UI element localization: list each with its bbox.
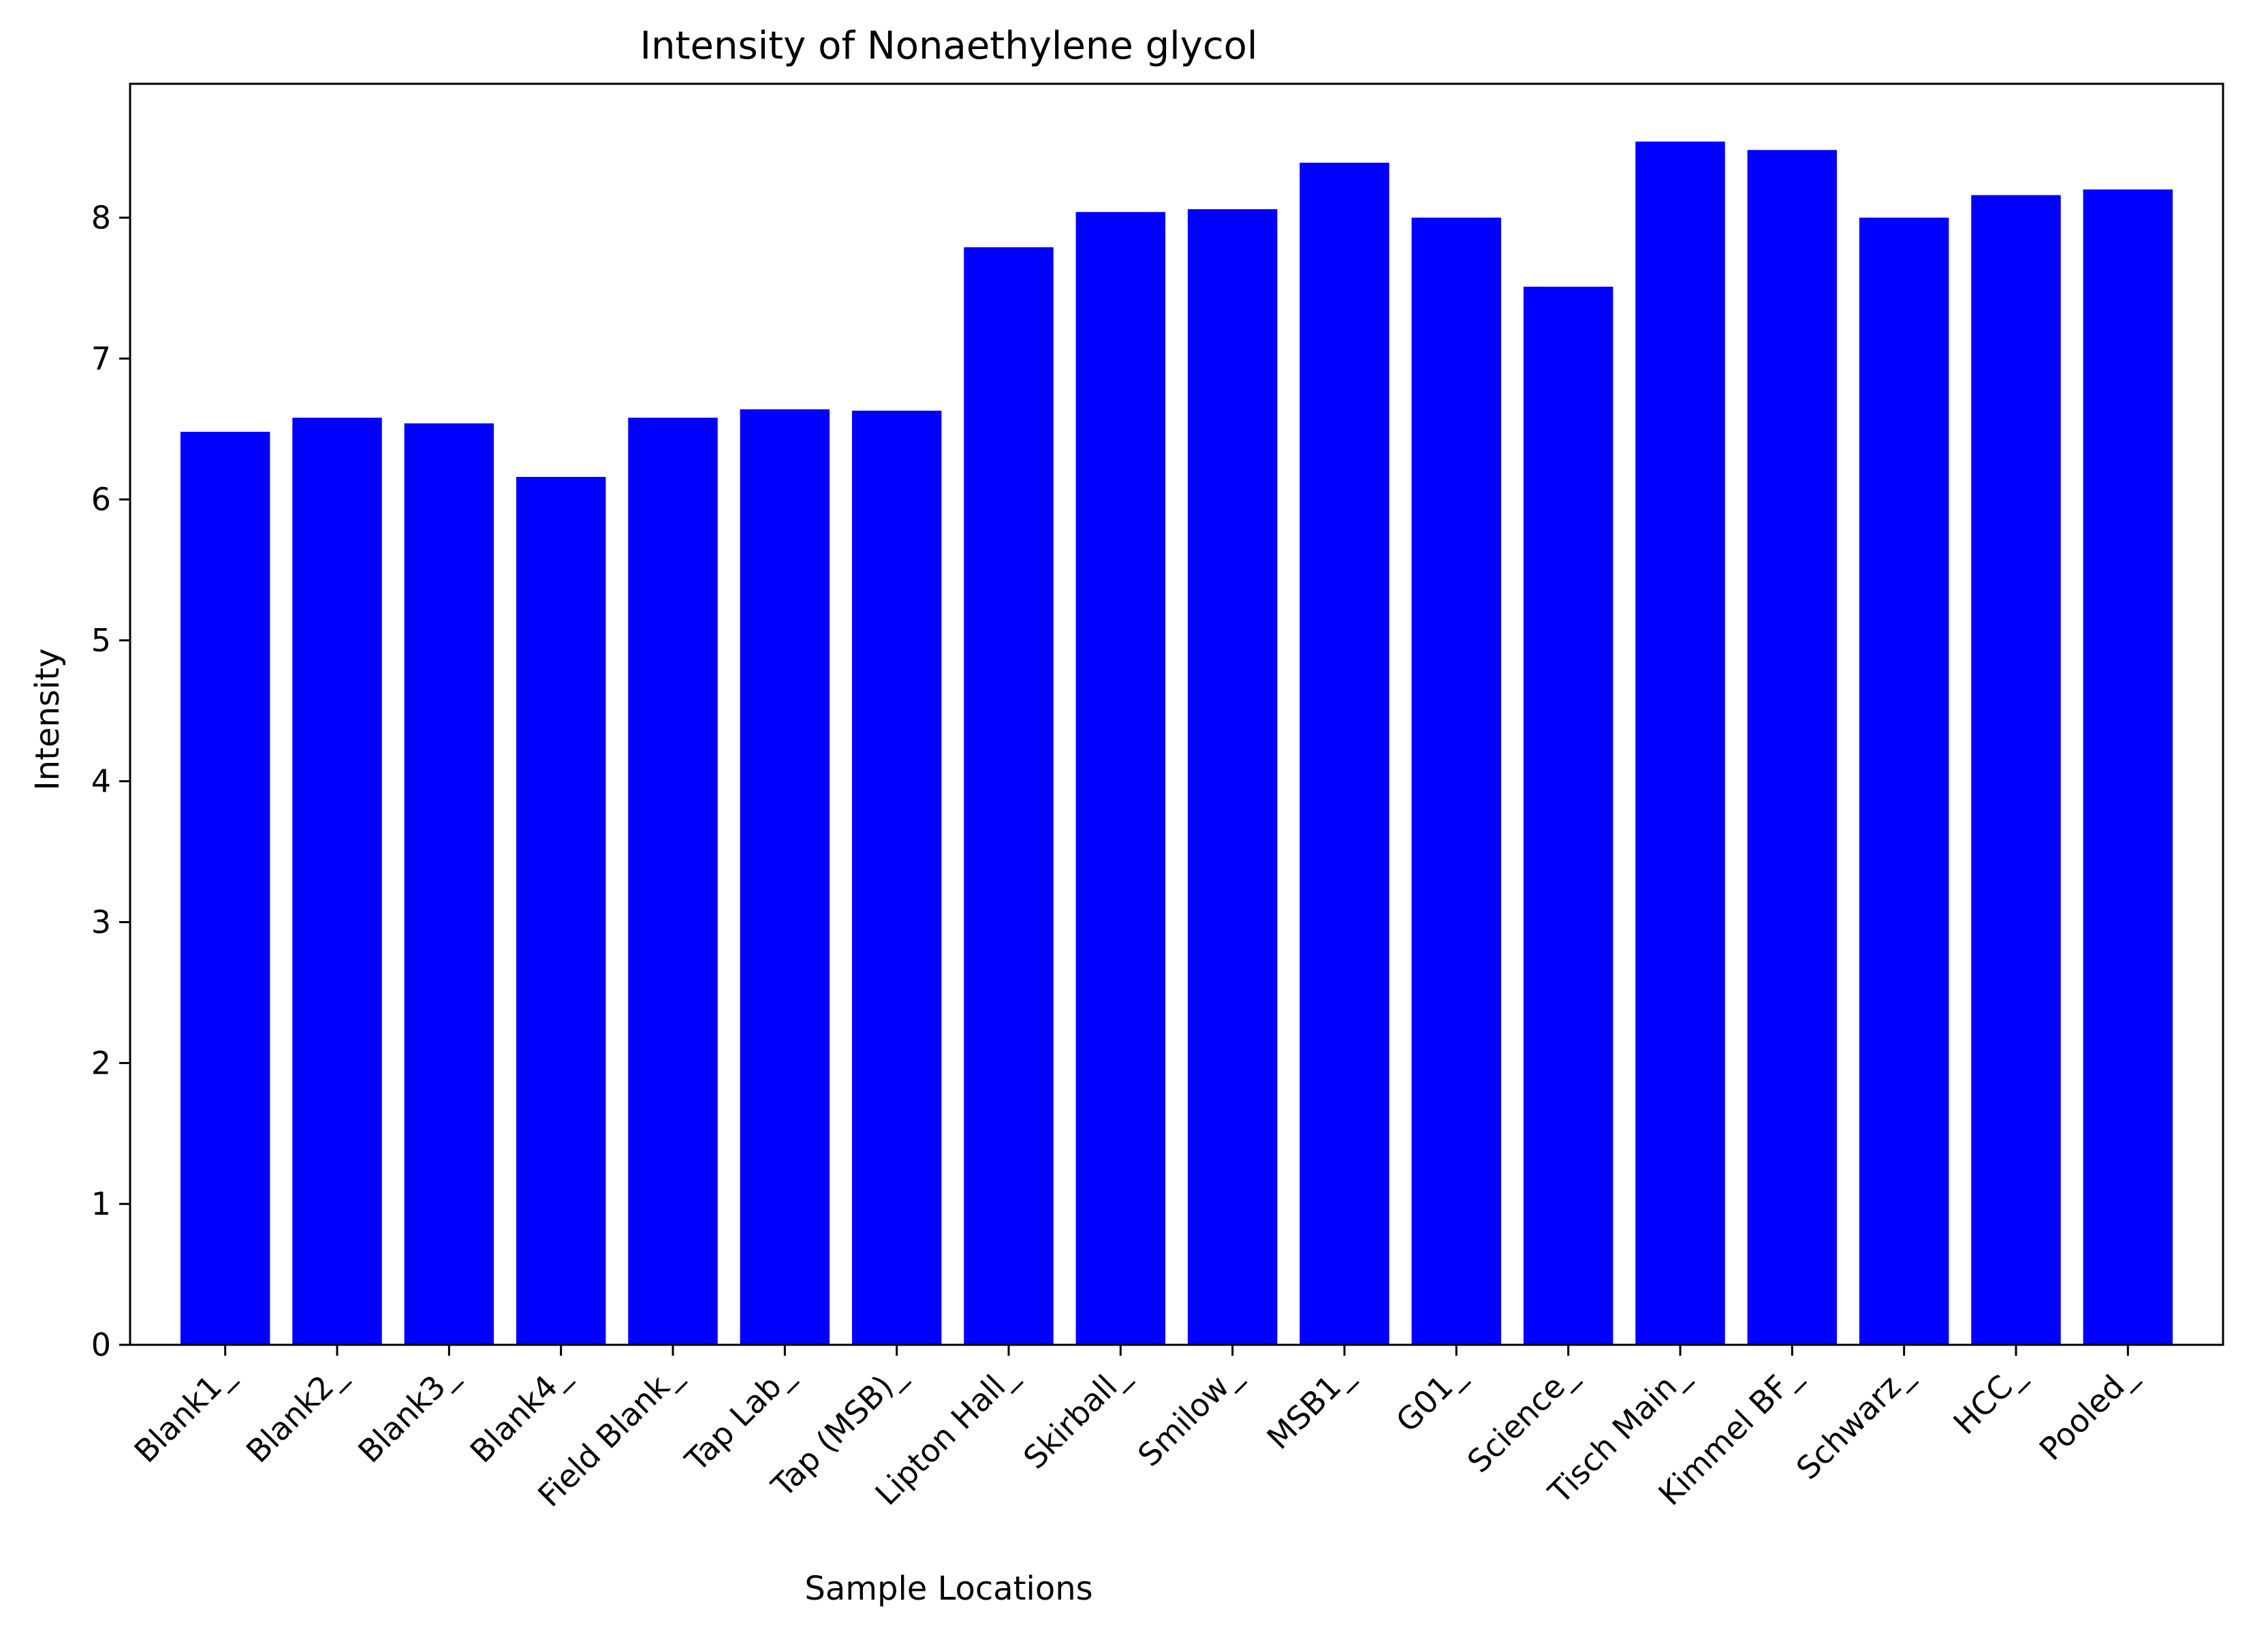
x-tick-label: HCC_ bbox=[1946, 1356, 2031, 1442]
x-tick-label: G01_ bbox=[1389, 1356, 1472, 1440]
y-tick-label: 0 bbox=[91, 1326, 111, 1363]
bars-group bbox=[180, 141, 2173, 1346]
bar-blank4 bbox=[516, 477, 606, 1345]
bar-smilow bbox=[1187, 209, 1278, 1345]
bar-schwarz bbox=[1859, 217, 1949, 1345]
bar-tap-lab bbox=[740, 409, 830, 1345]
y-tick-label: 5 bbox=[91, 622, 111, 659]
y-tick-label: 3 bbox=[91, 904, 111, 941]
bar-blank1 bbox=[180, 431, 270, 1345]
y-tick-label: 1 bbox=[91, 1185, 111, 1222]
bar-pooled bbox=[2083, 189, 2173, 1346]
y-axis-ticks: 0 1 2 3 4 5 6 7 8 bbox=[91, 199, 130, 1363]
bar-hcc bbox=[1971, 195, 2061, 1345]
x-tick-label: Blank1_ bbox=[127, 1356, 241, 1470]
y-tick-label: 6 bbox=[91, 481, 111, 518]
x-tick-label: Blank2_ bbox=[239, 1356, 353, 1470]
y-tick-label: 4 bbox=[91, 763, 111, 800]
x-tick-label: Schwarz_ bbox=[1789, 1356, 1919, 1487]
bar-msb1 bbox=[1300, 162, 1389, 1345]
bar-field-blank bbox=[628, 418, 718, 1345]
bar-blank2 bbox=[292, 418, 382, 1345]
bar-skirball bbox=[1075, 212, 1166, 1345]
x-axis-label: Sample Locations bbox=[804, 1570, 1092, 1608]
x-tick-label: Blank4_ bbox=[463, 1356, 577, 1470]
y-tick-label: 7 bbox=[91, 340, 111, 377]
plot-area-frame bbox=[129, 82, 2224, 1346]
bar-g01 bbox=[1411, 217, 1502, 1345]
x-tick-label: Blank3_ bbox=[351, 1356, 464, 1470]
x-tick-label: Skirball_ bbox=[1016, 1356, 1136, 1476]
x-axis-ticks: Blank1_Blank2_Blank3_Blank4_Field Blank_… bbox=[127, 1345, 2143, 1514]
bar-tisch-main bbox=[1635, 141, 1725, 1345]
bar-lipton-hall bbox=[964, 247, 1054, 1346]
bar-kimmel-bf bbox=[1747, 150, 1838, 1345]
y-tick-label: 8 bbox=[91, 199, 111, 236]
x-tick-label: MSB1_ bbox=[1260, 1356, 1360, 1457]
chart-title: Intensity of Nonaethylene glycol bbox=[640, 24, 1258, 68]
bar-science bbox=[1523, 286, 1613, 1346]
y-axis-label: Intensity bbox=[29, 649, 67, 791]
y-tick-label: 2 bbox=[91, 1044, 111, 1081]
x-tick-label: Pooled_ bbox=[2032, 1356, 2143, 1467]
bar-tap-msb bbox=[851, 410, 942, 1346]
bar-blank3 bbox=[404, 423, 494, 1345]
x-tick-label: Smilow_ bbox=[1131, 1356, 1248, 1474]
